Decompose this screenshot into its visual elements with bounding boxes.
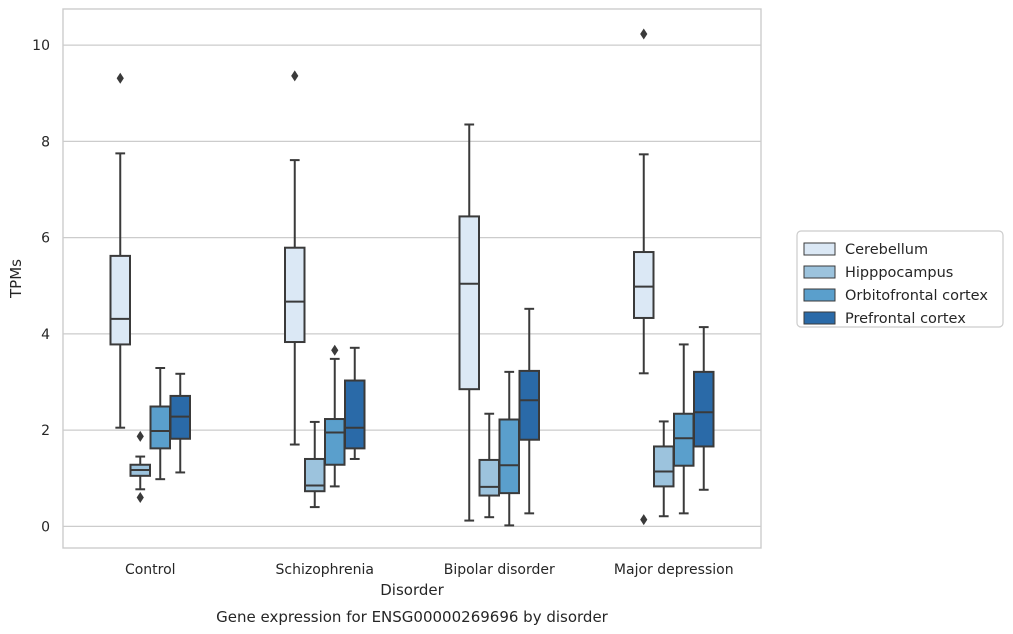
legend: Cerebellum Hipppocampus Orbitofrontal cort… bbox=[796, 230, 1004, 328]
x-axis-label: Disorder bbox=[380, 581, 444, 599]
box-prefrontal-cortex bbox=[518, 307, 540, 515]
outlier-point bbox=[640, 28, 648, 40]
legend-swatch bbox=[803, 311, 836, 325]
plot-boxes bbox=[109, 28, 715, 527]
outlier-point bbox=[640, 514, 648, 526]
iqr-box bbox=[518, 369, 540, 441]
y-tick-label: 6 bbox=[41, 231, 50, 247]
y-tick-label: 10 bbox=[32, 38, 50, 54]
y-tick-label: 4 bbox=[41, 327, 50, 343]
box-orbitofrontal-cortex bbox=[673, 343, 695, 515]
y-tick-label: 2 bbox=[41, 423, 50, 439]
iqr-box bbox=[324, 418, 346, 466]
x-tick-label: Control bbox=[125, 562, 176, 578]
x-tick-label: Bipolar disorder bbox=[444, 562, 555, 578]
outlier-point bbox=[116, 72, 124, 84]
outlier-point bbox=[331, 344, 339, 356]
box-orbitofrontal-cortex bbox=[149, 367, 171, 481]
legend-swatch bbox=[803, 242, 836, 256]
iqr-box bbox=[149, 405, 171, 450]
y-tick-label: 8 bbox=[41, 134, 50, 150]
legend-label: Prefrontal cortex bbox=[845, 311, 966, 327]
iqr-box bbox=[458, 215, 480, 391]
legend-label: Hipppocampus bbox=[845, 265, 953, 281]
y-tick-label: 0 bbox=[41, 519, 50, 535]
box-cerebellum bbox=[633, 28, 655, 526]
legend-frame bbox=[796, 230, 1004, 328]
legend-swatch bbox=[803, 288, 836, 302]
box-prefrontal-cortex bbox=[693, 326, 715, 491]
outlier-point bbox=[136, 491, 144, 503]
iqr-box bbox=[498, 418, 520, 495]
box-prefrontal-cortex bbox=[344, 346, 366, 460]
iqr-box bbox=[693, 370, 715, 448]
x-tick-label: Schizophrenia bbox=[276, 562, 374, 578]
box-hipppocampus bbox=[304, 420, 326, 509]
box-cerebellum bbox=[458, 123, 480, 522]
box-cerebellum bbox=[284, 70, 306, 446]
box-orbitofrontal-cortex bbox=[324, 344, 346, 488]
iqr-box bbox=[344, 379, 366, 450]
box-hipppocampus bbox=[653, 420, 675, 518]
box-hipppocampus bbox=[478, 412, 500, 519]
iqr-box bbox=[304, 457, 326, 493]
box-hipppocampus bbox=[129, 430, 151, 503]
iqr-box bbox=[109, 254, 131, 346]
x-tick-labels: Control Schizophrenia Bipolar disorder Majo… bbox=[125, 562, 734, 578]
y-axis-label: TPMs bbox=[7, 259, 25, 299]
iqr-box bbox=[653, 445, 675, 488]
legend-label: Orbitofrontal cortex bbox=[845, 288, 988, 304]
iqr-box bbox=[478, 458, 500, 497]
chart-caption: Gene expression for ENSG00000269696 by d… bbox=[216, 608, 609, 626]
outlier-point bbox=[291, 70, 299, 82]
x-tick-label: Major depression bbox=[614, 562, 734, 578]
legend-label: Cerebellum bbox=[845, 242, 928, 258]
plot-frame bbox=[62, 8, 762, 549]
box-cerebellum bbox=[109, 72, 131, 429]
box-orbitofrontal-cortex bbox=[498, 370, 520, 527]
y-tick-labels: 0 2 4 6 8 10 bbox=[32, 38, 50, 535]
box-prefrontal-cortex bbox=[169, 372, 191, 474]
outlier-point bbox=[136, 430, 144, 442]
legend-swatch bbox=[803, 265, 836, 279]
iqr-box bbox=[673, 412, 695, 467]
iqr-box bbox=[284, 246, 306, 344]
iqr-box bbox=[633, 251, 655, 319]
